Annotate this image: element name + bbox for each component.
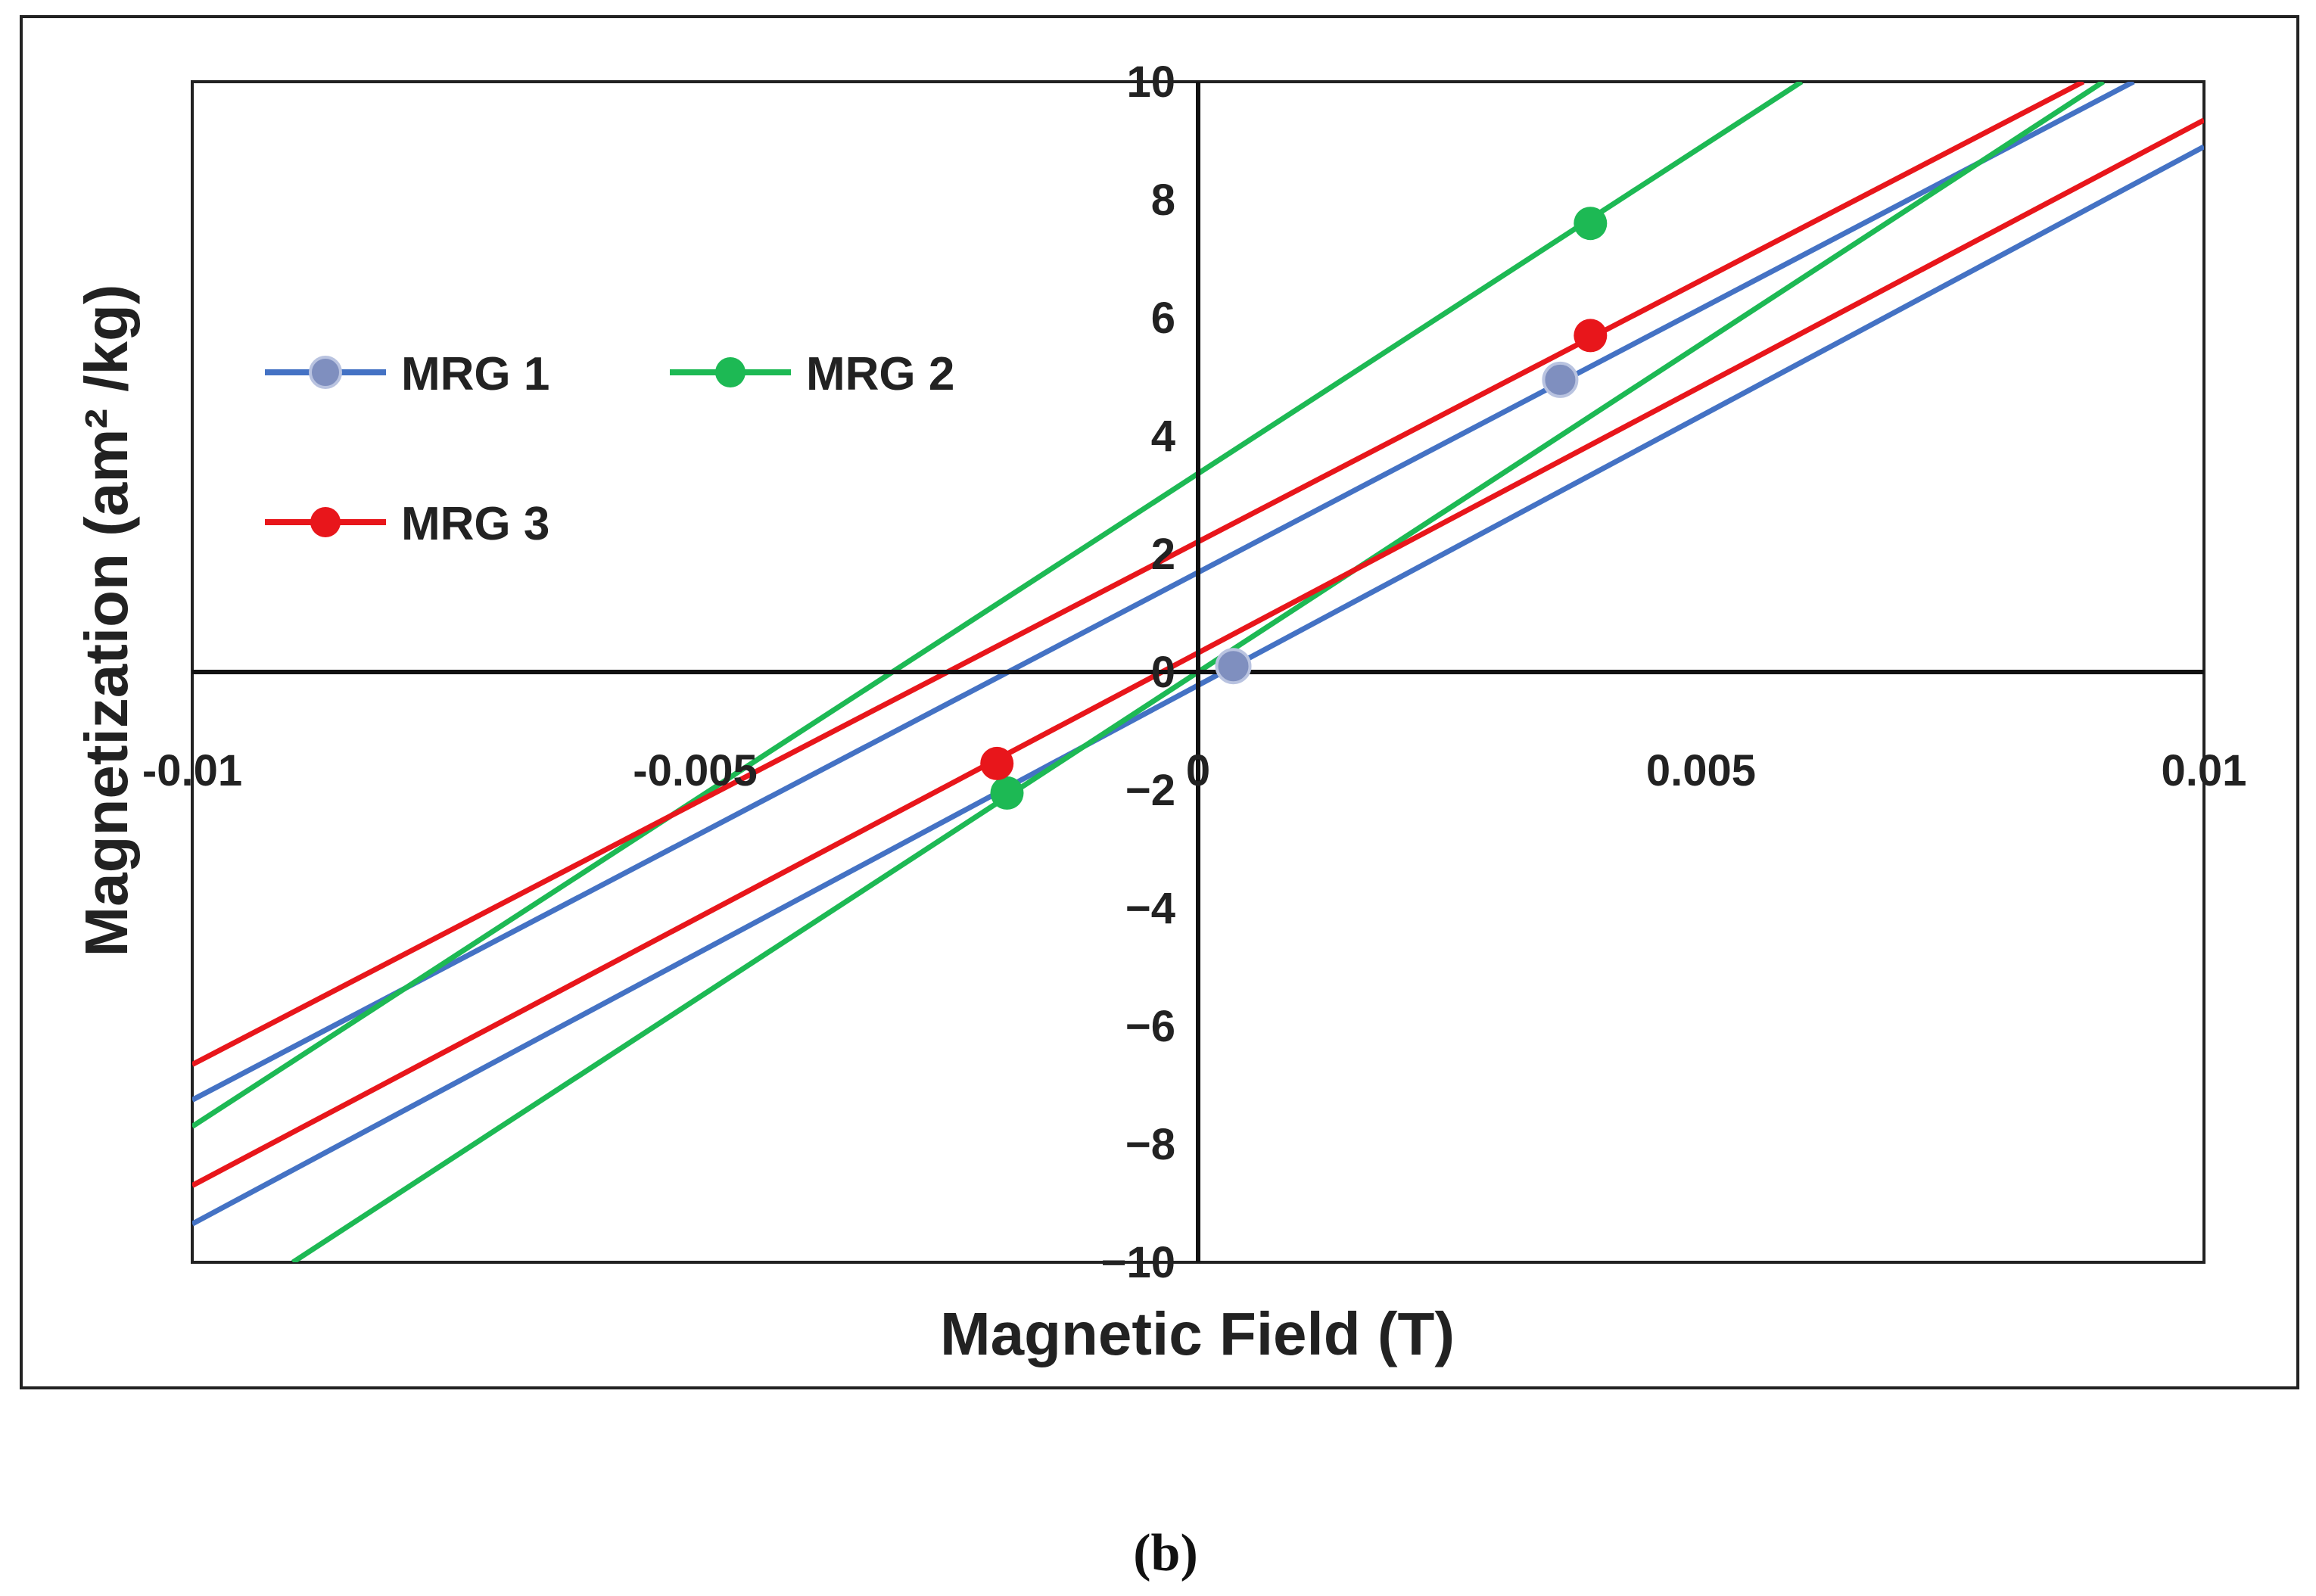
y-tick-label: 0	[1151, 648, 1175, 697]
figure-caption: (b)	[1133, 1524, 1198, 1582]
y-tick-label: 4	[1151, 412, 1175, 461]
y-tick-label: 6	[1151, 294, 1175, 343]
data-point-mrg3-1	[1574, 319, 1608, 353]
y-axis-title: Magnetization (am² /kg)	[73, 285, 140, 957]
data-point-mrg3-2	[980, 746, 1014, 780]
legend-marker-mrg3	[310, 507, 341, 537]
x-tick-label: 0.01	[2162, 746, 2247, 795]
series-line-mrg2-branch-1	[192, 82, 1804, 1129]
legend-item-mrg1: MRG 1	[265, 348, 549, 400]
series-line-mrg3-branch-1	[192, 82, 2085, 1067]
series-line-mrg1-branch-1	[192, 82, 2135, 1103]
legend-item-mrg3: MRG 3	[265, 498, 549, 550]
y-tick-label: 2	[1151, 530, 1175, 579]
figure-frame	[20, 15, 2299, 1389]
y-tick-label: −8	[1125, 1120, 1175, 1169]
data-point-mrg2-1	[1574, 207, 1608, 241]
legend-marker-mrg1	[309, 356, 342, 389]
y-tick-label: 10	[1126, 58, 1175, 107]
legend-label-mrg1: MRG 1	[401, 348, 549, 400]
y-tick-label: −4	[1125, 884, 1175, 933]
x-tick-label: -0.01	[142, 746, 242, 795]
data-point-mrg1-2	[1215, 648, 1252, 685]
x-axis-title: Magnetic Field (T)	[940, 1300, 1455, 1367]
legend-label-mrg2: MRG 2	[806, 348, 954, 400]
legend: MRG 1 MRG 2 MRG 3	[265, 348, 954, 550]
y-tick-label: −10	[1101, 1238, 1175, 1287]
x-tick-labels: -0.01 -0.005 0 0.005 0.01	[142, 746, 2247, 795]
y-tick-label: 8	[1151, 176, 1175, 225]
x-tick-label: 0	[1186, 746, 1210, 795]
series-markers	[980, 207, 1608, 810]
y-tick-labels: −10 −8 −6 −4 −2 0 2 4 6 8 10	[1101, 58, 1175, 1287]
y-tick-label: −6	[1125, 1002, 1175, 1051]
legend-item-mrg2: MRG 2	[670, 348, 954, 400]
x-tick-label: -0.005	[633, 746, 757, 795]
data-point-mrg1-1	[1542, 361, 1579, 398]
x-tick-label: 0.005	[1646, 746, 1756, 795]
y-tick-label: −2	[1125, 766, 1175, 815]
legend-marker-mrg2	[715, 357, 746, 387]
legend-label-mrg3: MRG 3	[401, 498, 549, 550]
data-point-mrg2-2	[990, 776, 1024, 810]
